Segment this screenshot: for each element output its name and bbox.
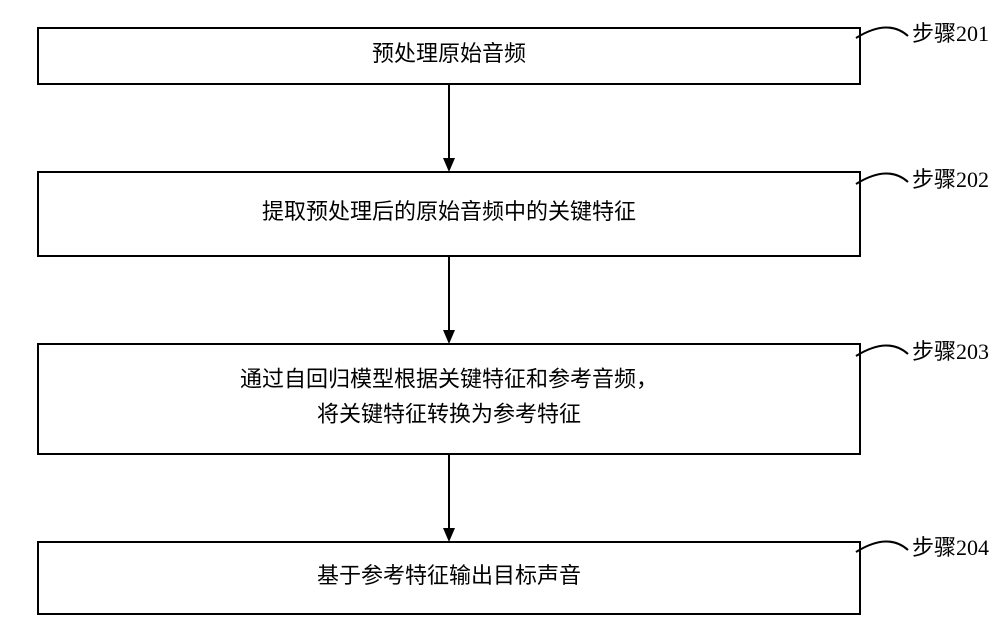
arrow-head-3 — [443, 528, 455, 542]
step-label-2: 步骤202 — [912, 167, 989, 192]
step-label-4: 步骤204 — [912, 535, 989, 560]
arrow-head-2 — [443, 330, 455, 344]
step-text-2: 提取预处理后的原始音频中的关键特征 — [262, 199, 636, 224]
callout-curve-2 — [856, 173, 908, 184]
callout-curve-4 — [856, 541, 908, 552]
flowchart: 预处理原始音频 步骤201 提取预处理后的原始音频中的关键特征 步骤202 通过自回归模… — [0, 0, 1000, 627]
step-label-1: 步骤201 — [912, 21, 989, 46]
step-text-4: 基于参考特征输出目标声音 — [317, 563, 581, 588]
callout-curve-1 — [856, 27, 908, 38]
step-text-3-line2: 将关键特征转换为参考特征 — [317, 402, 581, 427]
step-text-1: 预处理原始音频 — [372, 41, 526, 66]
step-label-3: 步骤203 — [912, 339, 989, 364]
arrow-head-1 — [443, 158, 455, 172]
callout-curve-3 — [856, 345, 908, 356]
step-text-3-line1: 通过自回归模型根据关键特征和参考音频， — [240, 366, 658, 391]
step-box-3 — [38, 344, 860, 454]
